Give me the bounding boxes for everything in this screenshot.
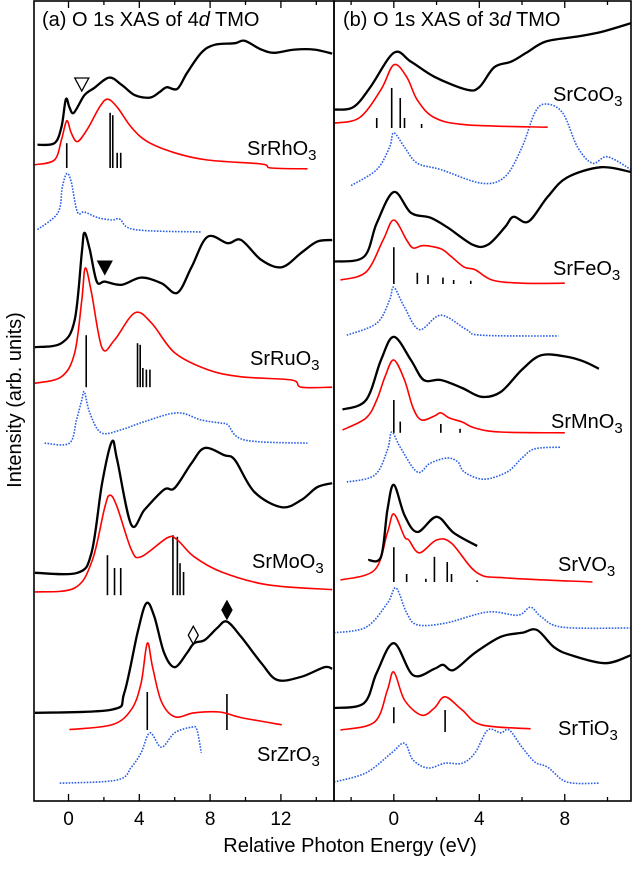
compound-subscript: 3 (311, 753, 319, 770)
series-SrMoO3 (34, 439, 333, 596)
series-SrVO3 (334, 483, 631, 634)
calculated-curve (342, 359, 565, 434)
x-tick-label: 8 (559, 809, 570, 830)
dotted-curve (334, 728, 599, 785)
compound-label: SrCoO3 (553, 84, 622, 110)
title-text-end: TMO (511, 9, 561, 31)
compound-label: SrRhO3 (247, 138, 316, 164)
dotted-curve (346, 431, 561, 483)
experimental-curve (334, 22, 631, 111)
x-tick-label: 12 (270, 809, 291, 830)
triangle-marker-icon (73, 77, 90, 93)
compound-subscript: 3 (311, 357, 319, 374)
panel-title: (b) O 1s XAS of 3d TMO (343, 9, 561, 31)
compound-formula: SrFeO (553, 258, 612, 280)
y-axis-label: Intensity (arb. units) (4, 312, 26, 488)
compound-label: SrMnO3 (551, 411, 623, 437)
panel-title: (a) O 1s XAS of 4d TMO (42, 9, 260, 31)
x-tick-label: 0 (63, 809, 74, 830)
diamond-marker-icon (221, 599, 233, 621)
compound-formula: SrZrO (257, 744, 311, 766)
compound-subscript: 3 (308, 147, 316, 164)
calculated-curve (34, 98, 308, 170)
compound-subscript: 3 (607, 563, 615, 580)
experimental-curve (37, 39, 333, 147)
compound-label: SrFeO3 (553, 258, 620, 284)
title-text: (a) O 1s XAS of 4 (42, 9, 199, 31)
compound-formula: SrMnO (551, 411, 614, 433)
calculated-curve (69, 642, 282, 731)
x-axis-label: Relative Photon Energy (eV) (223, 835, 476, 857)
compound-label: SrRuO3 (250, 348, 319, 374)
x-tick-label: 4 (134, 809, 145, 830)
dotted-curve (350, 103, 631, 187)
compound-subscript: 3 (612, 267, 620, 284)
compound-subscript: 3 (614, 420, 622, 437)
dotted-curve (59, 725, 203, 784)
compound-formula: SrMoO (252, 551, 315, 573)
experimental-curve (342, 335, 600, 411)
calculated-curve (340, 671, 531, 731)
compound-formula: SrVO (558, 554, 607, 576)
experimental-curve (34, 231, 333, 349)
series-SrTiO3 (334, 628, 631, 785)
x-tick-label: 8 (205, 809, 216, 830)
dotted-curve (36, 172, 202, 233)
experimental-curve (334, 628, 631, 710)
dotted-curve (334, 587, 631, 634)
series-SrRhO3 (34, 39, 333, 233)
dotted-curve (346, 286, 559, 337)
series-SrMnO3 (342, 335, 600, 483)
title-text-end: TMO (210, 9, 260, 31)
series-SrFeO3 (334, 165, 631, 337)
series-SrRuO3 (34, 231, 333, 446)
calculated-curve (34, 494, 333, 593)
compound-label: SrMoO3 (252, 551, 324, 577)
series-SrCoO3 (334, 22, 631, 187)
experimental-curve (34, 601, 333, 714)
title-italic: d (500, 9, 512, 31)
title-text: (b) O 1s XAS of 3 (343, 9, 500, 31)
triangle-marker-icon (96, 260, 113, 276)
compound-label: SrZrO3 (257, 744, 320, 770)
diamond-marker-icon (187, 624, 200, 646)
compound-formula: SrCoO (553, 84, 614, 106)
experimental-curve (34, 439, 333, 576)
experimental-curve (367, 483, 478, 563)
experimental-curve (334, 165, 631, 263)
compound-subscript: 3 (614, 93, 622, 110)
title-italic: d (199, 9, 211, 31)
compound-formula: SrRuO (250, 348, 311, 370)
calculated-curve (340, 219, 565, 285)
x-tick-label: 0 (389, 809, 400, 830)
compound-formula: SrRhO (247, 138, 308, 160)
compound-subscript: 3 (315, 560, 323, 577)
panel-frame (333, 0, 632, 802)
compound-label: SrVO3 (558, 554, 615, 580)
x-tick-label: 4 (474, 809, 485, 830)
calculated-curve (34, 267, 333, 389)
calculated-curve (334, 63, 548, 128)
calculated-curve (340, 513, 593, 583)
plot-area (334, 22, 631, 785)
compound-subscript: 3 (609, 727, 617, 744)
dotted-curve (44, 390, 308, 446)
compound-label: SrTiO3 (558, 718, 618, 744)
compound-formula: SrTiO (558, 718, 609, 740)
